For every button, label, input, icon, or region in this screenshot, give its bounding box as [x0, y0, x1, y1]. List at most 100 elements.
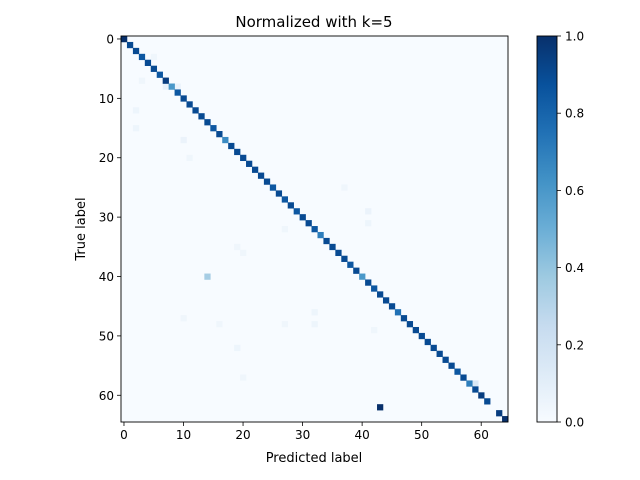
diagonal-cell — [287, 202, 294, 209]
diagonal-cell — [388, 303, 396, 310]
diagonal-cell — [263, 178, 271, 185]
diagonal-cell — [126, 41, 134, 49]
y-axis-label: True label — [74, 197, 89, 261]
diagonal-cell — [436, 350, 443, 357]
off-diagonal-cell — [234, 243, 241, 251]
diagonal-cell — [246, 160, 253, 167]
off-diagonal-cell — [132, 125, 140, 132]
diagonal-cell — [317, 231, 324, 239]
x-tick-label: 0 — [120, 428, 128, 442]
heatmap-cells — [121, 36, 509, 423]
diagonal-cell — [442, 356, 449, 363]
colorbar-tick-label: 0.0 — [565, 416, 584, 430]
diagonal-cell — [365, 279, 372, 286]
diagonal-cell — [251, 166, 259, 173]
diagonal-cell — [329, 243, 336, 251]
diagonal-cell — [228, 142, 235, 150]
diagonal-cell — [341, 255, 348, 262]
chart-title: Normalized with k=5 — [235, 13, 392, 31]
diagonal-cell — [150, 65, 158, 72]
off-diagonal-cell — [174, 83, 181, 90]
colorbar-tick-label: 1.0 — [565, 30, 584, 44]
off-diagonal-cell — [132, 107, 140, 114]
diagonal-cell — [412, 326, 419, 334]
diagonal-cell — [222, 136, 229, 144]
x-tick-label: 40 — [354, 428, 369, 442]
diagonal-cell — [138, 53, 146, 61]
diagonal-cell — [198, 113, 205, 120]
diagonal-cell — [335, 249, 342, 257]
off-diagonal-cell — [371, 326, 378, 334]
off-diagonal-cell — [216, 321, 223, 328]
diagonal-cell — [186, 101, 193, 108]
y-tick-label: 0 — [106, 32, 114, 46]
y-tick-label: 30 — [99, 211, 114, 225]
off-diagonal-cell — [281, 226, 288, 233]
diagonal-cell — [275, 190, 283, 197]
diagonal-cell — [454, 368, 461, 375]
colorbar-tick-label: 0.2 — [565, 338, 584, 352]
diagonal-cell — [269, 184, 277, 191]
y-axis-ticks: 0 10 20 30 40 50 60 — [99, 32, 121, 403]
off-diagonal-cell — [234, 344, 241, 352]
diagonal-cell — [323, 237, 330, 245]
diagonal-cell — [353, 267, 360, 274]
diagonal-cell — [121, 36, 128, 43]
x-axis-ticks: 0 10 20 30 40 50 60 — [120, 422, 489, 442]
off-diagonal-cell — [150, 53, 158, 61]
y-tick-label: 40 — [99, 270, 114, 284]
off-diagonal-cell — [281, 321, 288, 328]
diagonal-cell — [281, 196, 288, 203]
off-diagonal-cell — [180, 136, 187, 144]
colorbar-tick-label: 0.4 — [565, 261, 584, 275]
diagonal-cell — [502, 416, 509, 423]
off-diagonal-cell — [162, 83, 169, 90]
y-tick-label: 10 — [99, 92, 114, 106]
diagonal-cell — [168, 83, 175, 90]
diagonal-cell — [305, 220, 312, 227]
off-diagonal-cell — [180, 315, 187, 322]
diagonal-cell — [192, 107, 199, 114]
colorbar-tick-label: 0.6 — [565, 184, 584, 198]
y-tick-label: 60 — [99, 389, 114, 403]
diagonal-cell — [430, 344, 437, 352]
diagonal-cell — [299, 214, 306, 221]
off-diagonal-cell — [377, 404, 384, 411]
diagonal-cell — [216, 131, 223, 138]
diagonal-cell — [382, 297, 390, 304]
diagonal-cell — [406, 321, 414, 328]
plot-frame — [120, 35, 509, 423]
diagonal-cell — [478, 392, 485, 399]
off-diagonal-cell — [365, 208, 372, 215]
diagonal-cell — [293, 208, 300, 215]
diagonal-cell — [156, 71, 163, 78]
diagonal-cell — [311, 226, 318, 233]
diagonal-cell — [132, 47, 140, 55]
off-diagonal-cell — [311, 321, 318, 328]
diagonal-cell — [400, 315, 408, 322]
diagonal-cell — [359, 273, 366, 280]
diagonal-cell — [418, 332, 425, 340]
x-tick-label: 10 — [176, 428, 191, 442]
x-axis-label: Predicted label — [266, 451, 363, 466]
x-tick-label: 30 — [295, 428, 310, 442]
y-tick-label: 50 — [99, 329, 114, 343]
off-diagonal-cell — [240, 249, 247, 257]
diagonal-cell — [240, 154, 247, 162]
off-diagonal-cell — [138, 77, 146, 84]
diagonal-cell — [257, 172, 265, 179]
colorbar-tick-label: 0.8 — [565, 107, 584, 121]
diagonal-cell — [484, 398, 491, 405]
x-tick-label: 50 — [414, 428, 429, 442]
diagonal-cell — [371, 285, 378, 292]
off-diagonal-cell — [186, 154, 193, 162]
x-tick-label: 60 — [474, 428, 489, 442]
diagonal-cell — [144, 59, 152, 66]
diagonal-cell — [204, 119, 211, 126]
off-diagonal-cell — [341, 184, 348, 191]
diagonal-cell — [448, 362, 455, 369]
off-diagonal-cell — [311, 309, 318, 316]
diagonal-cell — [466, 380, 473, 387]
diagonal-cell — [234, 148, 241, 156]
